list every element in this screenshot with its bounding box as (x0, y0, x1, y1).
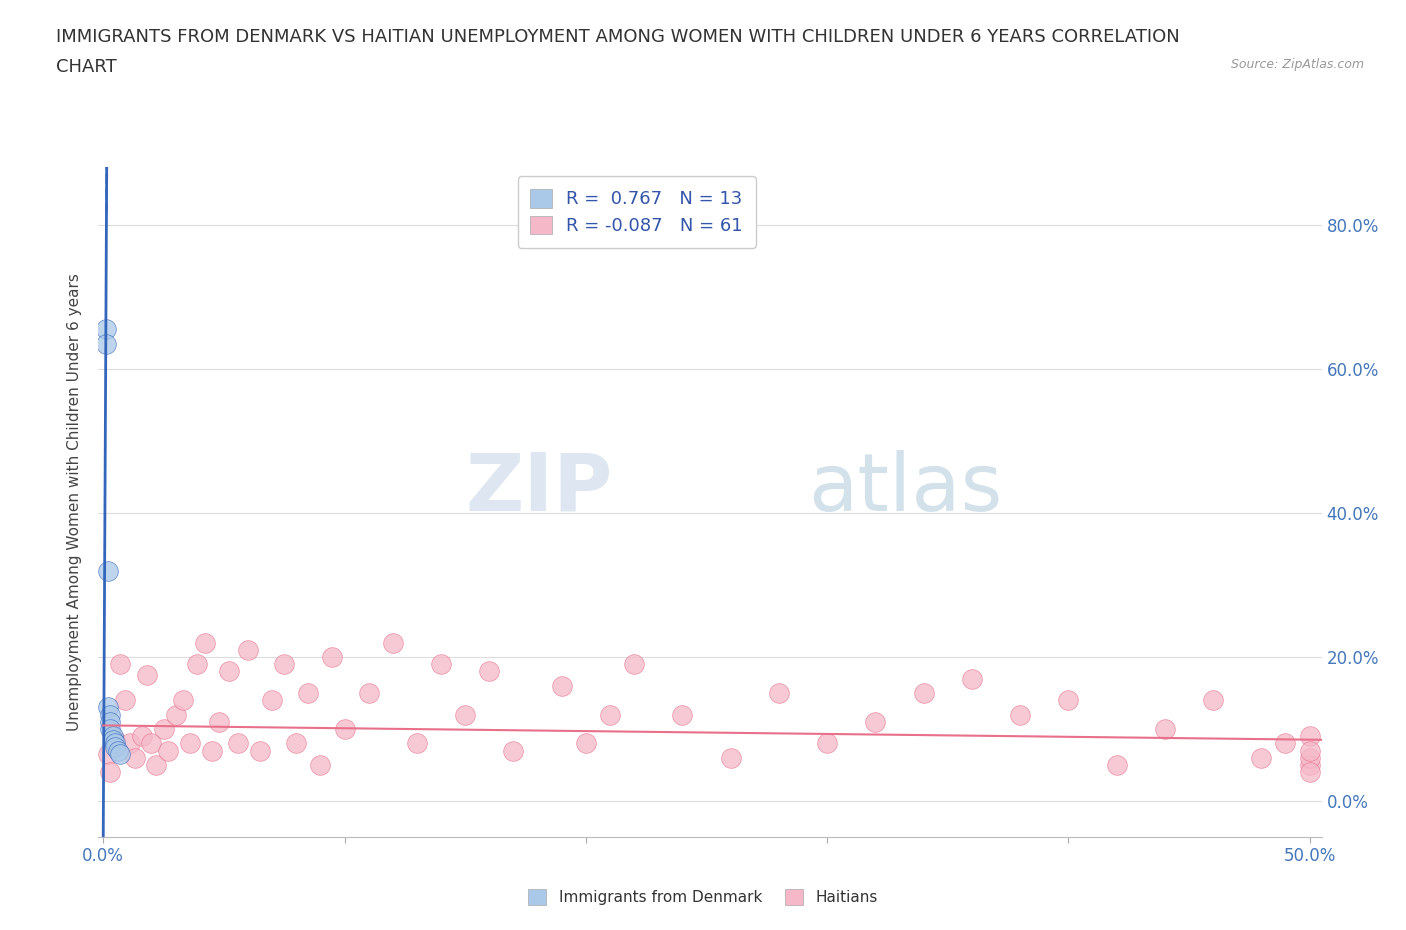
Point (94, 322, 117, 337)
Point (297, 685, 319, 700)
Point (97, 564, 120, 578)
Point (599, 707, 621, 722)
Point (273, 657, 295, 671)
Point (131, 729, 153, 744)
Point (502, 743, 524, 758)
Point (100, 707, 122, 722)
Point (768, 685, 790, 700)
Legend: R =  0.767   N = 13, R = -0.087   N = 61: R = 0.767 N = 13, R = -0.087 N = 61 (517, 177, 755, 247)
Point (321, 649, 343, 664)
Point (165, 707, 187, 722)
Point (1057, 693, 1080, 708)
Point (135, 668, 157, 683)
Point (97, 700, 120, 715)
Point (1010, 707, 1032, 722)
Point (1298, 764, 1320, 779)
Point (100, 722, 122, 737)
Point (333, 722, 356, 737)
Point (172, 693, 194, 708)
Point (550, 678, 572, 693)
Point (478, 664, 501, 679)
Point (671, 707, 693, 722)
Point (262, 693, 284, 708)
Point (454, 707, 477, 722)
Point (912, 685, 935, 700)
Text: CHART: CHART (56, 58, 117, 75)
Point (406, 736, 429, 751)
Text: Source: ZipAtlas.com: Source: ZipAtlas.com (1230, 58, 1364, 71)
Point (104, 736, 127, 751)
Point (236, 643, 259, 658)
Point (1250, 751, 1272, 765)
Point (1274, 736, 1296, 751)
Text: IMMIGRANTS FROM DENMARK VS HAITIAN UNEMPLOYMENT AMONG WOMEN WITH CHILDREN UNDER : IMMIGRANTS FROM DENMARK VS HAITIAN UNEMP… (56, 28, 1180, 46)
Legend: Immigrants from Denmark, Haitians: Immigrants from Denmark, Haitians (520, 882, 886, 913)
Point (118, 736, 141, 751)
Point (201, 743, 224, 758)
Point (1298, 758, 1320, 773)
Point (104, 732, 127, 747)
Point (1153, 722, 1175, 737)
Point (157, 743, 180, 758)
Point (218, 664, 240, 679)
Point (249, 743, 271, 758)
Text: atlas: atlas (808, 450, 1002, 528)
Point (430, 657, 453, 671)
Point (101, 732, 124, 747)
Point (100, 714, 122, 729)
Point (575, 736, 598, 751)
Point (179, 736, 201, 751)
Point (381, 635, 404, 650)
Point (285, 736, 308, 751)
Point (152, 722, 174, 737)
Point (1298, 743, 1320, 758)
Point (309, 758, 332, 773)
Point (141, 736, 163, 751)
Point (960, 671, 983, 686)
Point (108, 747, 131, 762)
Point (104, 739, 127, 754)
Point (815, 736, 838, 751)
Point (1298, 751, 1320, 765)
Point (1202, 693, 1225, 708)
Point (228, 736, 250, 751)
Point (194, 635, 217, 650)
Point (145, 758, 167, 773)
Point (720, 751, 742, 765)
Point (357, 685, 380, 700)
Point (865, 714, 887, 729)
Point (124, 751, 146, 765)
Point (208, 714, 231, 729)
Point (623, 657, 645, 671)
Point (1105, 758, 1128, 773)
Text: ZIP: ZIP (465, 450, 612, 528)
Point (108, 657, 131, 671)
Point (186, 657, 208, 671)
Point (1298, 729, 1320, 744)
Y-axis label: Unemployment Among Women with Children Under 6 years: Unemployment Among Women with Children U… (67, 273, 83, 731)
Point (101, 729, 124, 744)
Point (97, 747, 120, 762)
Point (107, 743, 129, 758)
Point (114, 693, 136, 708)
Point (100, 764, 122, 779)
Point (94, 337, 117, 352)
